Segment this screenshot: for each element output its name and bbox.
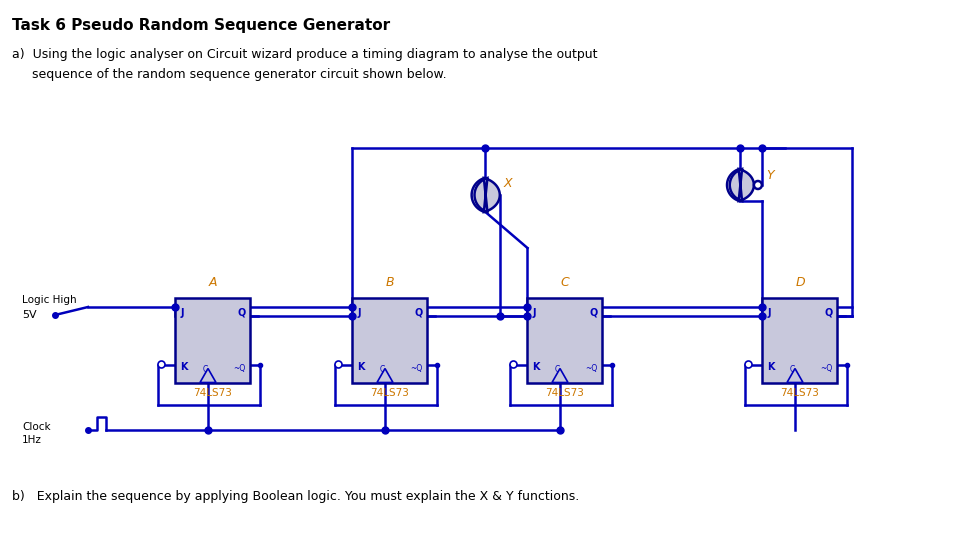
Text: C: C [560,277,569,289]
Polygon shape [376,368,393,382]
Text: Logic High: Logic High [22,295,76,305]
Text: a)  Using the logic analyser on Circuit wizard produce a timing diagram to analy: a) Using the logic analyser on Circuit w… [12,48,597,61]
Text: J: J [532,308,536,317]
Text: Task 6 Pseudo Random Sequence Generator: Task 6 Pseudo Random Sequence Generator [12,18,390,33]
Text: C: C [554,366,559,374]
Text: ~Q: ~Q [584,364,597,373]
Text: Q: Q [414,308,422,317]
Text: A: A [209,277,217,289]
Circle shape [335,361,341,368]
Text: 74LS73: 74LS73 [193,388,233,398]
Text: D: D [795,277,804,289]
Text: B: B [385,277,394,289]
Text: C: C [379,366,384,374]
Text: K: K [180,362,188,373]
Text: ~Q: ~Q [233,364,245,373]
Text: K: K [767,362,774,373]
FancyBboxPatch shape [761,297,837,382]
Text: J: J [180,308,184,317]
Text: 74LS73: 74LS73 [780,388,819,398]
Polygon shape [474,178,499,212]
FancyBboxPatch shape [175,297,251,382]
Text: sequence of the random sequence generator circuit shown below.: sequence of the random sequence generato… [12,68,446,81]
Polygon shape [200,368,215,382]
Text: C: C [788,366,794,374]
Text: K: K [357,362,365,373]
Text: J: J [767,308,770,317]
Text: Y: Y [765,169,773,182]
Text: ~Q: ~Q [820,364,832,373]
Text: b)   Explain the sequence by applying Boolean logic. You must explain the X & Y : b) Explain the sequence by applying Bool… [12,490,578,503]
Text: Q: Q [589,308,597,317]
Text: K: K [532,362,539,373]
FancyBboxPatch shape [352,297,427,382]
Text: X: X [503,177,512,190]
Polygon shape [786,368,802,382]
Polygon shape [729,169,753,201]
Text: 5V: 5V [22,310,36,320]
FancyBboxPatch shape [527,297,602,382]
Text: 74LS73: 74LS73 [545,388,584,398]
Text: Clock: Clock [22,422,51,432]
Circle shape [158,361,165,368]
Text: ~Q: ~Q [410,364,422,373]
Text: J: J [357,308,360,317]
Text: 74LS73: 74LS73 [370,388,409,398]
Text: Q: Q [823,308,832,317]
Text: 1Hz: 1Hz [22,435,42,445]
Polygon shape [552,368,567,382]
Text: C: C [202,366,208,374]
Text: Q: Q [237,308,245,317]
Circle shape [510,361,517,368]
Circle shape [753,181,761,189]
Circle shape [744,361,751,368]
